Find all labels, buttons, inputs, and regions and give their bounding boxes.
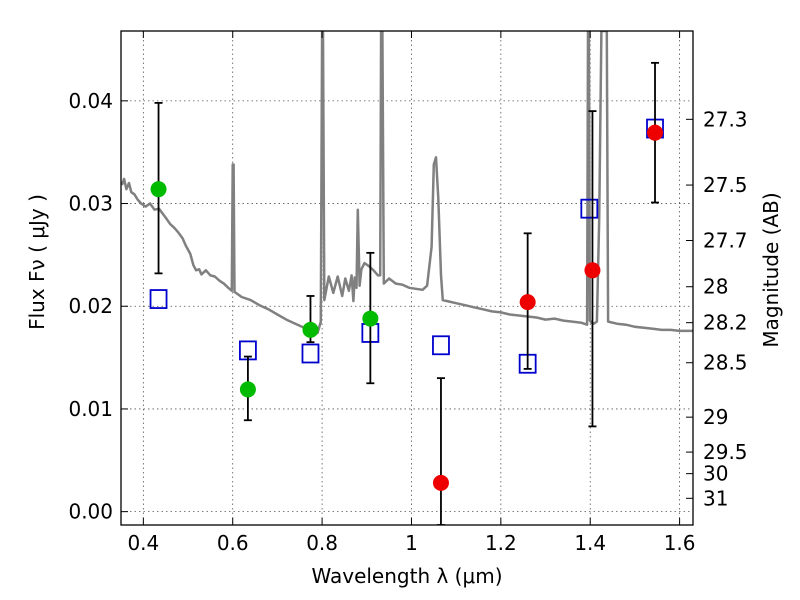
model-square-marker [149, 289, 168, 309]
model-square-marker [301, 343, 320, 364]
x-tick-label: 1 [405, 531, 418, 555]
y-tick-label: 0.04 [68, 89, 113, 113]
axis-ticks: 0.4 0.6 0.8 1 1.2 1.4 1.6 0.00 0.01 0.02 0.03 0.04 2… [68, 31, 748, 555]
red-flux-point [519, 294, 536, 311]
x-tick-label: 0.4 [127, 531, 159, 555]
right-tick-label: 28.2 [703, 311, 748, 335]
y-axis-title: Flux Fν ( μJy ) [25, 194, 49, 330]
green-flux-point [239, 381, 256, 398]
right-tick-label: 31 [703, 486, 728, 510]
x-tick-label: 1.6 [664, 531, 696, 555]
x-tick-label: 1.4 [574, 531, 606, 555]
x-tick-label: 1.2 [485, 531, 517, 555]
model-square-marker [432, 335, 450, 356]
y-tick-label: 0.02 [68, 294, 113, 318]
model-spectrum-line [121, 31, 693, 335]
y-tick-label: 0.00 [68, 500, 113, 524]
green-flux-point [362, 310, 379, 327]
green-flux-point [150, 181, 167, 198]
model-square-marker [580, 198, 599, 219]
y-tick-label: 0.01 [68, 397, 113, 421]
red-flux-point [432, 474, 449, 491]
x-tick-label: 0.8 [306, 531, 338, 555]
right-tick-label: 27.7 [703, 229, 748, 253]
x-tick-label: 0.6 [217, 531, 249, 555]
right-tick-label: 30 [703, 462, 728, 486]
right-tick-label: 27.5 [703, 173, 748, 197]
right-tick-label: 27.3 [703, 107, 748, 131]
plot-marks [121, 31, 693, 525]
right-tick-label: 28 [703, 275, 728, 299]
right-tick-label: 29 [703, 405, 728, 429]
red-flux-point [647, 124, 664, 141]
x-axis-title: Wavelength λ (μm) [311, 564, 502, 588]
green-flux-point [302, 321, 319, 338]
plot-frame [120, 30, 694, 526]
y-tick-label: 0.03 [68, 192, 113, 216]
red-flux-point [584, 262, 601, 279]
right-tick-label: 28.5 [703, 351, 748, 375]
right-axis-title: Magnitude (AB) [759, 192, 783, 347]
right-tick-label: 29.5 [703, 440, 748, 464]
